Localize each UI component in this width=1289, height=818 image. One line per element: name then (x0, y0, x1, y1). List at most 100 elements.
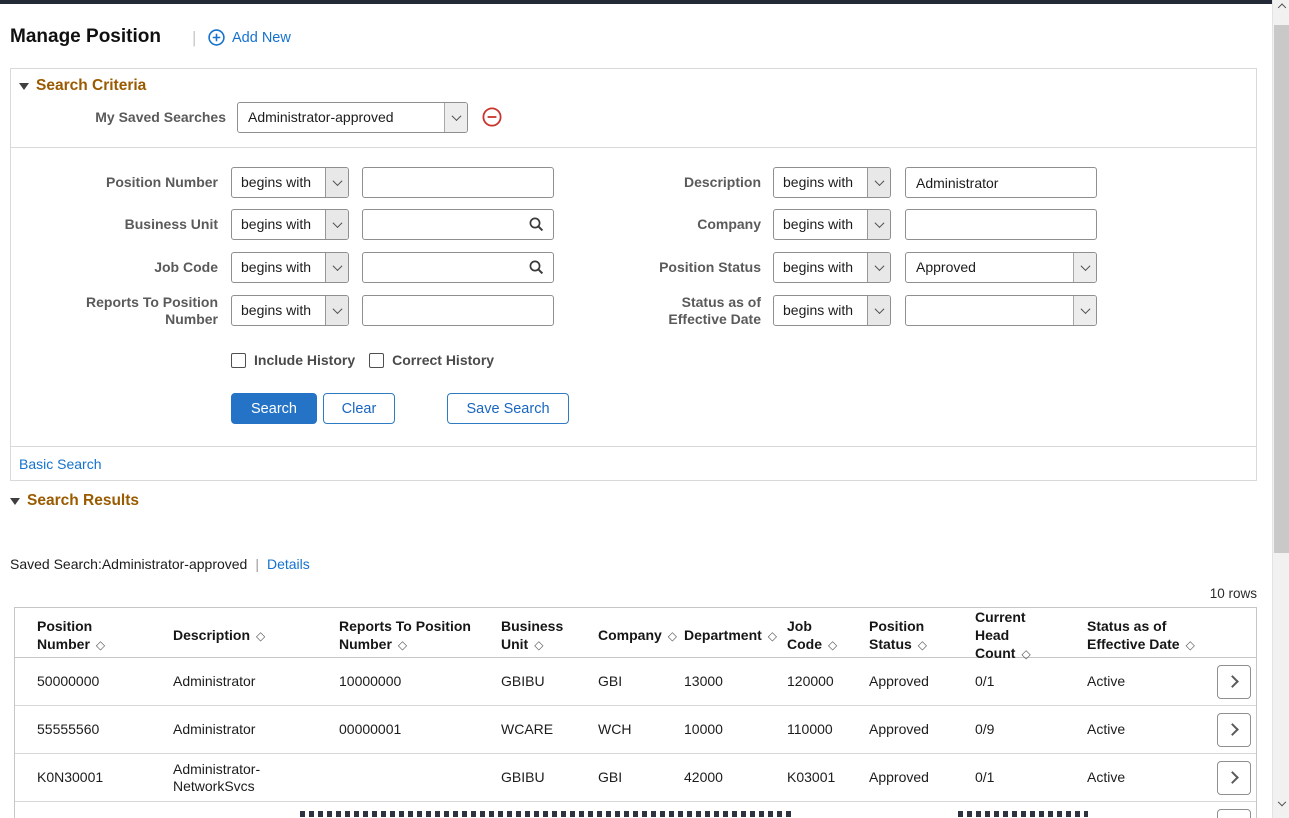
cell-status-as-of: Active (1087, 769, 1126, 786)
operator-value: begins with (241, 174, 312, 190)
business-unit-operator-select[interactable]: begins with (231, 209, 349, 240)
include-history-checkbox[interactable] (231, 352, 246, 368)
search-criteria-heading[interactable]: Search Criteria (19, 77, 146, 95)
clipped-row-text (300, 811, 795, 817)
cell-department: 10000 (684, 721, 723, 738)
position-status-label: Position Status (659, 259, 761, 276)
table-row[interactable]: 55555560 Administrator 00000001 WCARE WC… (15, 706, 1256, 754)
reports-to-position-number-label: Reports To Position Number (86, 294, 218, 327)
save-search-button[interactable]: Save Search (447, 393, 569, 424)
sort-icon: ◇ (917, 638, 928, 653)
col-header-department[interactable]: Department ◇ (684, 627, 778, 644)
col-header-job-code[interactable]: Job Code ◇ (787, 618, 838, 653)
description-operator-select[interactable]: begins with (773, 167, 891, 198)
scroll-down-button[interactable] (1273, 796, 1289, 814)
position-number-input[interactable] (362, 167, 554, 198)
company-operator-select[interactable]: begins with (773, 209, 891, 240)
scrollbar-thumb[interactable] (1274, 25, 1289, 553)
add-new-button[interactable]: Add New (208, 29, 291, 46)
cell-position-status: Approved (869, 721, 929, 738)
delete-saved-search-icon[interactable] (482, 107, 502, 127)
cell-company: WCH (598, 721, 632, 738)
scroll-up-button[interactable] (1273, 0, 1289, 18)
top-dark-bar (0, 0, 1272, 4)
description-input[interactable] (905, 167, 1097, 198)
include-history-label: Include History (254, 352, 356, 368)
vertical-scrollbar[interactable] (1272, 0, 1289, 818)
col-header-position-status[interactable]: Position Status ◇ (869, 618, 928, 653)
position-status-value: Approved (916, 259, 976, 275)
job-code-input[interactable] (362, 252, 554, 283)
col-header-company[interactable]: Company ◇ (598, 627, 678, 644)
status-as-of-operator-select[interactable]: begins with (773, 295, 891, 326)
title-divider: | (192, 28, 197, 47)
col-header-description[interactable]: Description ◇ (173, 627, 266, 644)
details-link[interactable]: Details (266, 556, 310, 572)
correct-history-checkbox[interactable] (369, 352, 385, 368)
cell-company: GBI (598, 769, 623, 786)
my-saved-searches-value: Administrator-approved (248, 109, 394, 125)
position-status-operator-select[interactable]: begins with (773, 252, 891, 283)
open-row-button[interactable] (1216, 712, 1251, 747)
open-row-button[interactable] (1216, 808, 1251, 818)
col-header-reports-to-position-number[interactable]: Reports To Position Number ◇ (339, 618, 471, 653)
business-unit-input[interactable] (362, 209, 554, 240)
chevron-down-icon (325, 210, 348, 239)
col-header-position-number[interactable]: Position Number ◇ (37, 618, 106, 653)
cell-department: 13000 (684, 673, 723, 690)
chevron-up-icon (1277, 3, 1286, 12)
operator-value: begins with (783, 302, 854, 318)
col-header-current-head-count[interactable]: Current Head Count ◇ (975, 609, 1031, 662)
col-header-business-unit[interactable]: Business Unit ◇ (501, 618, 564, 653)
status-as-of-effective-date-select[interactable] (905, 295, 1097, 326)
cell-company: GBI (598, 673, 623, 690)
business-unit-lookup-icon[interactable] (528, 216, 545, 233)
search-results-heading[interactable]: Search Results (10, 492, 139, 510)
cell-department: 42000 (684, 769, 723, 786)
clear-button[interactable]: Clear (323, 393, 395, 424)
sort-icon: ◇ (667, 629, 678, 644)
my-saved-searches-select[interactable]: Administrator-approved (237, 102, 468, 133)
operator-value: begins with (241, 259, 312, 275)
company-input[interactable] (905, 209, 1097, 240)
open-row-button[interactable] (1216, 760, 1251, 795)
sort-icon: ◇ (828, 638, 838, 653)
cell-position-number: 55555560 (37, 721, 100, 738)
clipped-row-text (958, 811, 1088, 817)
table-row[interactable]: K0N30001 Administrator-NetworkSvcs GBIBU… (15, 754, 1256, 802)
chevron-down-icon (867, 210, 890, 239)
reports-to-position-number-input[interactable] (362, 295, 554, 326)
status-as-of-effective-date-label: Status as of Effective Date (668, 294, 761, 327)
cell-status-as-of: Active (1087, 721, 1126, 738)
job-code-lookup-icon[interactable] (528, 259, 545, 276)
job-code-label: Job Code (154, 259, 218, 276)
cell-reports-to: 10000000 (339, 673, 402, 690)
table-row[interactable]: 50000000 Administrator 10000000 GBIBU GB… (15, 658, 1256, 706)
position-status-select[interactable]: Approved (905, 252, 1097, 283)
separator: | (255, 556, 259, 572)
search-button[interactable]: Search (231, 393, 317, 424)
chevron-down-icon (867, 296, 890, 325)
cell-current-head-count: 0/9 (975, 721, 995, 738)
open-row-button[interactable] (1216, 664, 1251, 699)
chevron-down-icon (325, 253, 348, 282)
col-header-status-as-of-effective-date[interactable]: Status as of Effective Date ◇ (1087, 618, 1195, 653)
chevron-down-icon (867, 253, 890, 282)
reports-to-operator-select[interactable]: begins with (231, 295, 349, 326)
sort-icon: ◇ (1021, 647, 1031, 662)
job-code-operator-select[interactable]: begins with (231, 252, 349, 283)
cell-reports-to: 00000001 (339, 721, 402, 738)
cell-reports-to (317, 754, 479, 801)
sort-icon: ◇ (767, 629, 778, 644)
table-header-row: Position Number ◇ Description ◇ Reports To… (15, 608, 1256, 661)
sort-icon: ◇ (534, 638, 544, 653)
collapse-triangle-icon (10, 497, 20, 505)
sort-icon: ◇ (256, 629, 266, 644)
plus-circle-icon (208, 29, 225, 46)
cell-business-unit: GBIBU (501, 673, 545, 690)
chevron-down-icon (1073, 253, 1096, 282)
basic-search-link[interactable]: Basic Search (19, 456, 102, 472)
table-row-partial[interactable] (15, 802, 1256, 818)
position-number-operator-select[interactable]: begins with (231, 167, 349, 198)
